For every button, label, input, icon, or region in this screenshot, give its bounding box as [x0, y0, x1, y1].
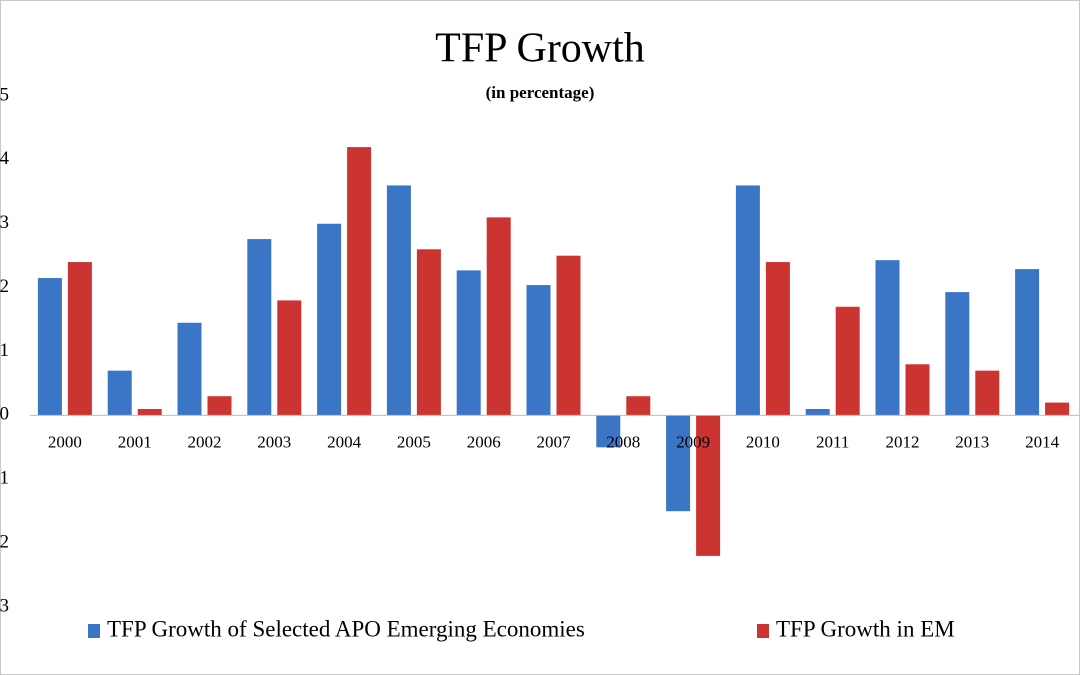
y-tick-label: 1 [0, 340, 9, 361]
bar [975, 370, 1000, 416]
bar [1015, 269, 1040, 416]
bar [207, 396, 232, 416]
bar [765, 262, 790, 416]
bar [626, 396, 651, 416]
x-tick-label: 2003 [257, 432, 291, 451]
legend-swatch [88, 624, 100, 638]
bar [735, 185, 760, 416]
x-tick-label: 2002 [188, 432, 222, 451]
legend-swatch [757, 624, 769, 638]
y-tick-label: -3 [0, 595, 9, 616]
x-tick-label: 2010 [746, 432, 780, 451]
bar [277, 300, 302, 416]
y-tick-label: 4 [0, 148, 10, 169]
y-tick-label: -1 [0, 468, 9, 489]
bar [486, 217, 511, 416]
bar [875, 260, 900, 416]
bar [666, 415, 691, 512]
chart-title: TFP Growth [435, 26, 645, 72]
y-tick-label: 0 [0, 404, 9, 425]
bar [416, 249, 441, 416]
x-tick-label: 2009 [676, 432, 710, 451]
bar [37, 278, 62, 416]
x-tick-label: 2004 [327, 432, 362, 451]
y-tick-label: -2 [0, 531, 9, 552]
x-tick-label: 2008 [606, 432, 640, 451]
bar [696, 415, 721, 556]
bar [596, 415, 621, 448]
x-tick-label: 2013 [955, 432, 989, 451]
x-tick-label: 2006 [467, 432, 501, 451]
bar [107, 370, 132, 416]
x-tick-label: 2001 [118, 432, 152, 451]
bar [905, 364, 930, 416]
bar [137, 408, 162, 416]
bar [247, 239, 272, 416]
bar [67, 262, 92, 416]
bar [805, 408, 830, 416]
bar [556, 255, 581, 416]
legend-label: TFP Growth of Selected APO Emerging Econ… [107, 616, 585, 641]
bar [456, 270, 481, 416]
bar [386, 185, 411, 416]
bar [1045, 402, 1070, 416]
bar [526, 285, 551, 416]
chart-subtitle: (in percentage) [486, 83, 595, 102]
bar [835, 306, 860, 416]
bar [945, 292, 970, 416]
bar [347, 147, 372, 416]
x-tick-label: 2012 [886, 432, 920, 451]
y-tick-label: 3 [0, 212, 9, 233]
x-tick-label: 2000 [48, 432, 82, 451]
x-tick-label: 2007 [537, 432, 572, 451]
y-tick-label: 2 [0, 276, 9, 297]
legend-label: TFP Growth in EM [776, 616, 955, 641]
y-tick-label: 5 [0, 84, 9, 105]
bar [317, 223, 342, 416]
bar [177, 322, 202, 416]
x-tick-label: 2005 [397, 432, 431, 451]
x-tick-label: 2014 [1025, 432, 1060, 451]
x-tick-label: 2011 [816, 432, 849, 451]
